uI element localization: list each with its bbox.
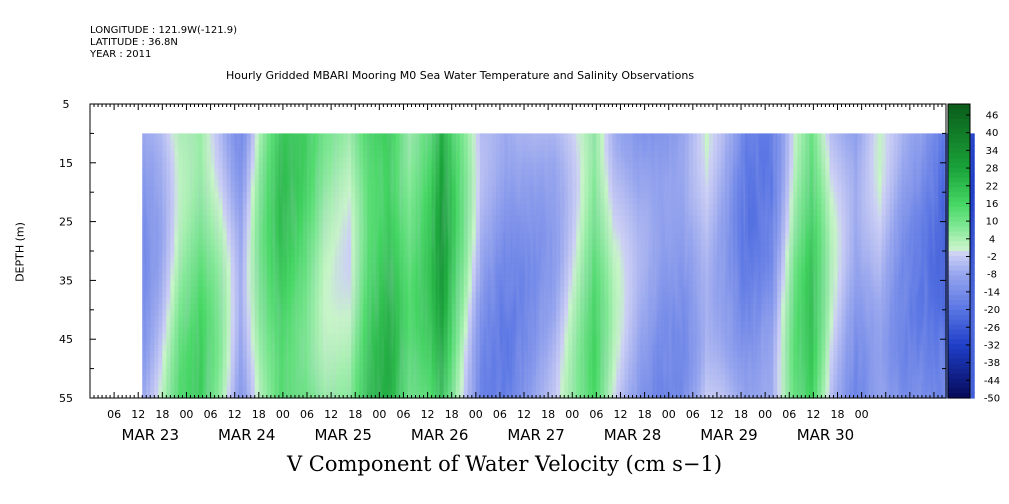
chart-title: Hourly Gridded MBARI Mooring M0 Sea Wate… [226, 69, 695, 82]
year-label: YEAR : 2011 [90, 49, 152, 60]
latitude-label: LATITUDE : 36.8N [90, 37, 178, 48]
longitude-label: LONGITUDE : 121.9W(-121.9) [90, 25, 237, 36]
